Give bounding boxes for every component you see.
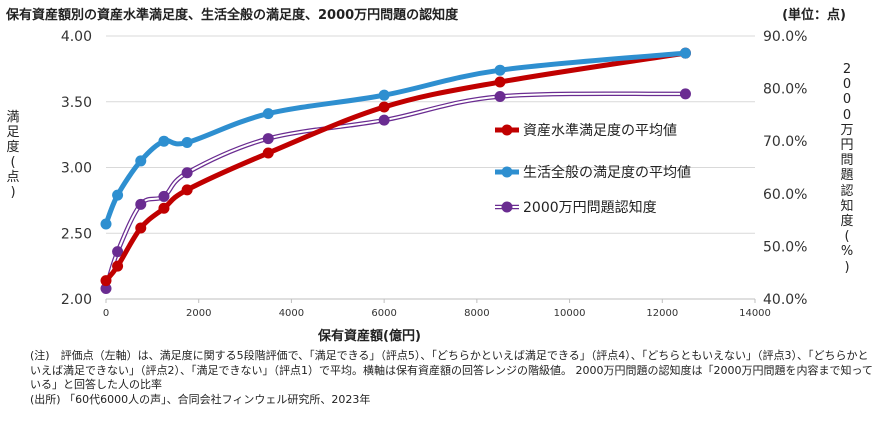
x-axis-label: 保有資産額(億円) [318, 329, 421, 344]
chart-title: 保有資産額別の資産水準満足度、生活全般の満足度、2000万円問題の認知度 [6, 8, 459, 23]
data-point-awareness [181, 167, 193, 179]
data-point-awareness [112, 246, 124, 258]
y-right-tick-label: 70.0% [763, 134, 807, 150]
data-point-asset [112, 260, 124, 272]
y-left-tick-label: 4.00 [61, 29, 92, 45]
y-right-tick-label: 80.0% [763, 82, 807, 98]
data-point-asset [135, 222, 147, 234]
data-point-life [262, 108, 274, 120]
y-right-tick-label: 40.0% [763, 292, 807, 308]
x-tick-label: 4000 [279, 308, 304, 319]
y-left-tick-label: 3.50 [61, 95, 92, 111]
data-point-life [158, 135, 170, 147]
y-left-axis-label: 満足度(点) [6, 110, 20, 200]
data-point-awareness [158, 190, 170, 202]
data-point-asset [100, 275, 112, 287]
data-point-life [135, 155, 147, 167]
x-tick-label: 14000 [739, 308, 771, 319]
data-point-life [679, 47, 691, 59]
data-point-asset [378, 101, 390, 113]
data-point-awareness [262, 133, 274, 145]
data-point-awareness [679, 88, 691, 100]
source-text: (出所) 「60代6000人の声」、合同会社フィンウェル研究所、2023年 [30, 392, 371, 406]
data-point-awareness [494, 90, 506, 102]
y-right-axis-label: 2 0 0 0 万円問題認知度(%) [840, 62, 854, 275]
data-point-asset [158, 202, 170, 214]
data-point-asset [494, 76, 506, 88]
data-point-life [181, 137, 193, 149]
y-right-tick-label: 60.0% [763, 187, 807, 203]
x-tick-label: 8000 [464, 308, 489, 319]
legend-marker-life [501, 166, 513, 178]
note-text: (注) 評価点（左軸）は、満足度に関する5段階評価で、「満足できる」（評点5）、… [30, 349, 873, 391]
y-right-tick-label: 90.0% [763, 29, 807, 45]
y-right-tick-label: 50.0% [763, 239, 807, 255]
y-left-tick-label: 3.00 [61, 161, 92, 177]
x-tick-label: 0 [103, 308, 109, 319]
x-tick-label: 6000 [371, 308, 396, 319]
x-tick-label: 10000 [554, 308, 586, 319]
legend-label-life: 生活全般の満足度の平均値 [523, 164, 691, 181]
data-point-awareness [135, 198, 147, 210]
x-tick-label: 12000 [646, 308, 678, 319]
y-left-tick-label: 2.00 [61, 292, 92, 308]
legend-marker-asset [501, 124, 513, 136]
data-point-life [494, 64, 506, 76]
data-point-awareness [100, 282, 112, 294]
legend-label-awareness: 2000万円問題認知度 [523, 199, 657, 216]
chart-notes: (注) 評価点（左軸）は、満足度に関する5段階評価で、「満足できる」（評点5）、… [30, 349, 875, 407]
unit-label: (単位：点) [782, 8, 846, 23]
x-tick-label: 2000 [186, 308, 211, 319]
y-left-tick-label: 2.50 [61, 226, 92, 242]
legend-marker-awareness [501, 201, 513, 213]
legend-label-asset: 資産水準満足度の平均値 [523, 123, 677, 139]
data-point-asset [181, 184, 193, 196]
data-point-awareness [378, 114, 390, 126]
data-point-life [378, 89, 390, 101]
data-point-life [112, 189, 124, 201]
data-point-asset [262, 147, 274, 159]
data-point-life [100, 218, 112, 230]
